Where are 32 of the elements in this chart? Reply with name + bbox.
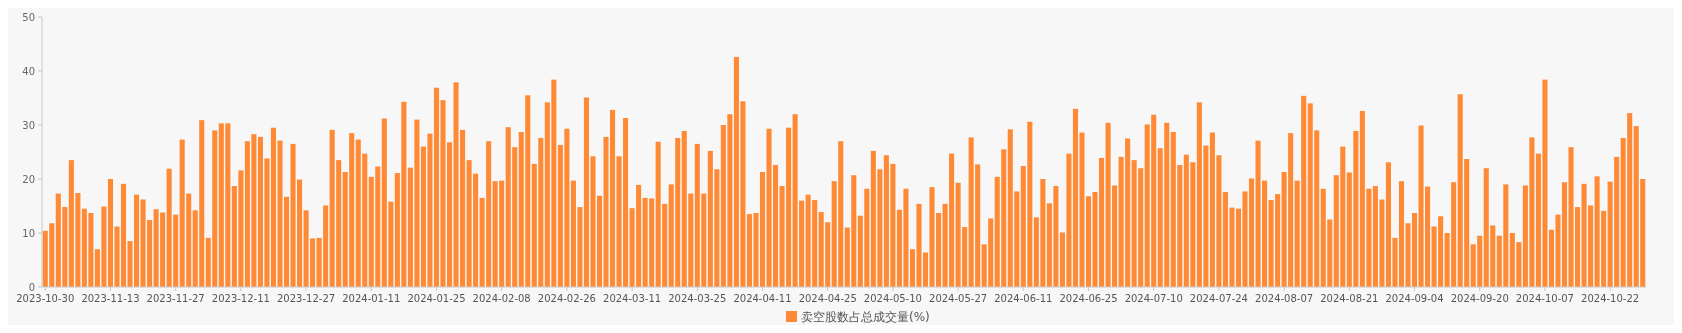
y-tick-label: 10 <box>22 227 35 239</box>
x-tick-label: 2024-07-10 <box>1124 293 1183 304</box>
y-tick-label: 30 <box>22 119 35 131</box>
x-tick-label: 2023-11-13 <box>81 293 140 304</box>
x-tick-label: 2024-02-08 <box>472 293 531 304</box>
x-tick-label: 2024-05-10 <box>863 293 922 304</box>
x-tick-label: 2023-11-27 <box>146 293 205 304</box>
x-tick-label: 2024-08-07 <box>1255 293 1314 304</box>
x-tick-label: 2024-07-24 <box>1189 293 1248 304</box>
x-tick-label: 2024-04-11 <box>733 293 792 304</box>
x-tick-label: 2024-06-11 <box>994 293 1053 304</box>
x-tick-label: 2024-05-27 <box>929 293 988 304</box>
x-tick-label: 2024-01-11 <box>342 293 401 304</box>
y-tick-label: 50 <box>22 11 35 23</box>
x-tick-label: 2023-12-27 <box>277 293 336 304</box>
y-tick-label: 0 <box>28 281 35 293</box>
x-tick-label: 2024-10-07 <box>1515 293 1574 304</box>
x-tick-label: 2024-02-26 <box>537 293 596 304</box>
x-tick-label: 2023-12-11 <box>211 293 270 304</box>
x-tick-label: 2024-10-22 <box>1581 293 1640 304</box>
y-tick-label: 20 <box>22 173 35 185</box>
x-tick-label: 2024-03-11 <box>603 293 662 304</box>
legend-label: 卖空股数占总成交量(%) <box>801 310 930 324</box>
y-tick-label: 40 <box>22 65 35 77</box>
x-tick-label: 2024-09-04 <box>1385 293 1444 304</box>
x-tick-label: 2024-06-25 <box>1059 293 1118 304</box>
x-tick-label: 2024-03-25 <box>668 293 727 304</box>
x-tick-label: 2024-04-25 <box>798 293 857 304</box>
x-tick-label: 2023-10-30 <box>16 293 75 304</box>
x-tick-label: 2024-01-25 <box>407 293 466 304</box>
x-tick-label: 2024-08-21 <box>1320 293 1379 304</box>
x-tick-label: 2024-09-20 <box>1450 293 1509 304</box>
